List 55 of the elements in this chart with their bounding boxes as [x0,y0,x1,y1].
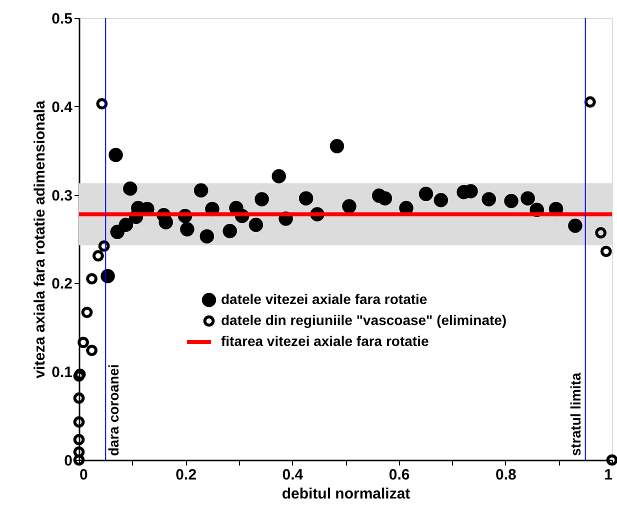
point [584,96,596,108]
point [194,183,208,198]
point [606,454,617,466]
ref-line-label: stratul limita [567,372,584,456]
point [330,139,344,154]
y-tick-label: 0.5 [52,10,72,28]
ref-line-label: dara coroanei [106,364,122,456]
point [158,215,174,230]
point [73,446,85,458]
point [418,186,434,202]
x-tick-label: 0.4 [282,466,304,484]
point [86,344,98,356]
point [118,218,134,232]
point [378,191,392,206]
point [100,269,115,284]
point [222,224,237,238]
point [92,250,104,262]
legend-label: fitarea vitezei axiale fara rotatie [221,333,429,349]
point [298,191,314,206]
point [86,273,98,284]
point [504,194,518,208]
y-tick-label: 0.3 [52,187,72,204]
x-tick-label: 0.2 [176,466,197,484]
y-tick-label: 0.1 [52,364,72,382]
point [482,192,496,206]
y-axis-title: viteza axiala fara rotatie adimensionala [32,100,49,378]
point [73,392,85,404]
point [248,218,264,232]
y-tick-label: 0.2 [52,276,72,293]
point [73,454,85,466]
point [434,192,448,208]
point [200,229,214,244]
point [73,434,85,446]
point [108,148,123,162]
point [520,191,535,206]
legend-label: datele vitezei axiale fara rotatie [221,291,428,307]
point [272,169,286,184]
x-axis-title: debitul normalizat [282,486,410,502]
x-tick-label: 0.6 [388,466,410,484]
x-tick-label: 1 [604,466,612,484]
y-tick-label: 0.4 [52,98,74,116]
y-tick-label: 0 [64,452,72,470]
x-tick-label: 0.8 [495,466,516,484]
point [81,306,93,318]
point [73,416,85,428]
point [180,222,194,236]
point [254,192,269,206]
point [123,182,138,196]
point [342,199,356,214]
point [78,336,89,348]
point [600,246,612,258]
x-tick-label: 0 [80,466,88,484]
legend-label: datele din regiuniile "vascoase" (eliminate) [221,312,507,328]
point [595,227,606,238]
point [568,218,582,233]
